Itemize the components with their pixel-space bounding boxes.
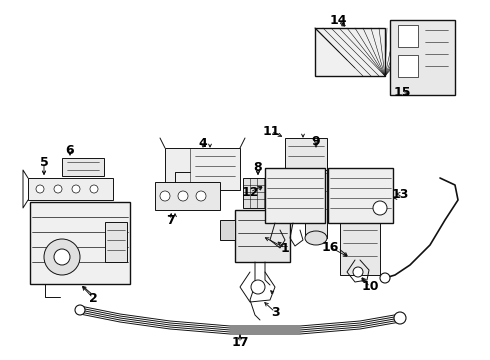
- Text: 8: 8: [254, 161, 262, 174]
- Circle shape: [54, 185, 62, 193]
- Circle shape: [90, 185, 98, 193]
- Ellipse shape: [305, 151, 327, 165]
- Bar: [235, 210, 290, 262]
- Text: 13: 13: [392, 188, 409, 201]
- Bar: [305, 158, 327, 238]
- Text: 6: 6: [66, 144, 74, 157]
- Text: 17: 17: [231, 337, 249, 350]
- Bar: [30, 202, 130, 284]
- Text: 16: 16: [321, 240, 339, 253]
- Text: 11: 11: [262, 125, 280, 138]
- Text: 3: 3: [270, 306, 279, 319]
- Bar: [398, 25, 418, 47]
- Circle shape: [44, 239, 80, 275]
- Circle shape: [394, 312, 406, 324]
- Text: 7: 7: [166, 213, 174, 226]
- Text: 14: 14: [329, 14, 347, 27]
- Text: 4: 4: [198, 136, 207, 149]
- Bar: [352, 205, 368, 220]
- Bar: [328, 168, 393, 223]
- Circle shape: [160, 191, 170, 201]
- Text: 5: 5: [40, 156, 49, 168]
- Bar: [62, 158, 104, 176]
- Text: 2: 2: [89, 292, 98, 305]
- Bar: [165, 148, 240, 190]
- Circle shape: [251, 280, 265, 294]
- Bar: [155, 182, 220, 210]
- Circle shape: [72, 185, 80, 193]
- Circle shape: [75, 305, 85, 315]
- Circle shape: [54, 249, 70, 265]
- Text: 10: 10: [361, 280, 379, 293]
- Bar: [285, 138, 327, 170]
- Circle shape: [178, 191, 188, 201]
- Text: 12: 12: [241, 185, 259, 198]
- Circle shape: [380, 273, 390, 283]
- Circle shape: [373, 201, 387, 215]
- Text: 1: 1: [281, 242, 290, 255]
- Text: 15: 15: [393, 86, 411, 99]
- Bar: [243, 178, 273, 208]
- Bar: [265, 168, 325, 223]
- Bar: [310, 148, 322, 153]
- Ellipse shape: [305, 231, 327, 245]
- Circle shape: [353, 267, 363, 277]
- Bar: [398, 55, 418, 77]
- Bar: [28, 178, 113, 200]
- Bar: [315, 28, 385, 76]
- Bar: [340, 220, 380, 275]
- Bar: [105, 222, 127, 262]
- Bar: [220, 220, 235, 240]
- Bar: [390, 20, 455, 95]
- Circle shape: [196, 191, 206, 201]
- Text: 9: 9: [312, 135, 320, 148]
- Circle shape: [36, 185, 44, 193]
